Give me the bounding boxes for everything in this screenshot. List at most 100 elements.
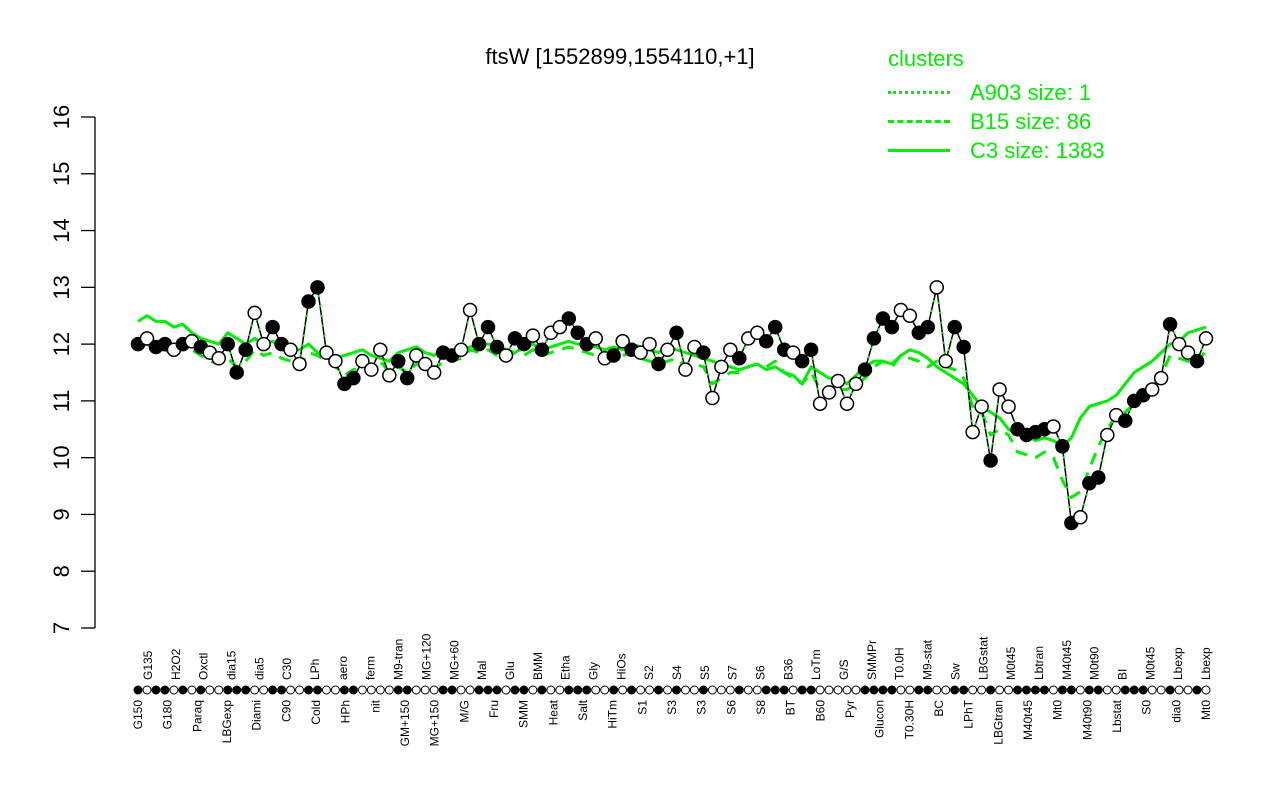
svg-text:C30: C30: [280, 658, 294, 680]
svg-text:MG+120: MG+120: [419, 633, 433, 680]
svg-text:G/S: G/S: [837, 659, 851, 680]
svg-text:M0t45: M0t45: [1143, 646, 1157, 680]
cluster-b15-line: [137, 342, 1208, 499]
svg-text:nit: nit: [368, 699, 382, 712]
svg-text:SMMPr: SMMPr: [865, 640, 879, 680]
svg-text:G150: G150: [131, 700, 145, 730]
svg-text:M9-stat: M9-stat: [921, 639, 935, 680]
svg-text:Pyr: Pyr: [843, 700, 857, 718]
svg-text:Lbexp: Lbexp: [1199, 647, 1213, 680]
svg-text:Heat: Heat: [546, 699, 560, 725]
svg-text:HPh: HPh: [339, 700, 353, 723]
legend-item-b15: B15 size: 86: [888, 107, 1105, 136]
svg-text:Mal: Mal: [475, 661, 489, 680]
svg-text:S1: S1: [635, 700, 649, 715]
svg-text:Cold: Cold: [309, 700, 323, 725]
legend-label: B15 size: 86: [970, 108, 1092, 134]
legend-item-a903: A903 size: 1: [888, 78, 1105, 107]
svg-text:12: 12: [49, 332, 74, 356]
svg-text:LBGstat: LBGstat: [976, 636, 990, 680]
svg-text:LPh: LPh: [308, 659, 322, 680]
svg-text:Oxctl: Oxctl: [197, 653, 211, 680]
svg-text:M40t45: M40t45: [1021, 700, 1035, 740]
svg-text:BT: BT: [784, 699, 798, 715]
svg-text:16: 16: [49, 105, 74, 129]
svg-text:11: 11: [49, 389, 74, 412]
y-axis: 7 8 9 10 11 12 13 14 15 16: [49, 105, 96, 634]
svg-text:C90: C90: [279, 700, 293, 722]
svg-text:dia5: dia5: [252, 657, 266, 680]
svg-text:Lbstat: Lbstat: [1110, 699, 1124, 732]
svg-text:13: 13: [49, 275, 74, 299]
svg-text:Fru: Fru: [487, 700, 501, 718]
svg-text:7: 7: [49, 622, 74, 634]
legend-title: clusters: [888, 46, 964, 71]
legend-item-c3: C3 size: 1383: [888, 136, 1105, 165]
legend-label: A903 size: 1: [970, 79, 1092, 105]
svg-text:15: 15: [49, 162, 74, 186]
svg-text:LBGexp: LBGexp: [220, 700, 234, 744]
svg-text:HiOs: HiOs: [614, 653, 628, 680]
svg-text:MG+150: MG+150: [428, 700, 442, 747]
svg-text:14: 14: [49, 218, 74, 242]
svg-text:S4: S4: [670, 665, 684, 680]
legend-label: C3 size: 1383: [970, 137, 1105, 163]
svg-text:B36: B36: [781, 658, 795, 680]
svg-text:MG+60: MG+60: [447, 640, 461, 680]
svg-text:Etha: Etha: [559, 655, 573, 680]
chart-title: ftsW [1552899,1554110,+1]: [485, 44, 755, 69]
svg-text:T0.0H: T0.0H: [893, 647, 907, 680]
svg-text:Mt0: Mt0: [1051, 700, 1065, 720]
expression-series: [130, 280, 1214, 531]
svg-text:G135: G135: [141, 650, 155, 680]
svg-text:S7: S7: [726, 665, 740, 680]
svg-text:HiTm: HiTm: [606, 700, 620, 729]
svg-text:Gly: Gly: [586, 662, 600, 680]
svg-text:SMM: SMM: [517, 700, 531, 728]
svg-text:S6: S6: [724, 700, 738, 715]
svg-text:B60: B60: [813, 700, 827, 722]
svg-text:S2: S2: [642, 665, 656, 680]
svg-text:M40t90: M40t90: [1080, 700, 1094, 740]
svg-text:LoTm: LoTm: [809, 649, 823, 680]
dotted-line-icon: [888, 91, 950, 94]
legend: clusters A903 size: 1 B15 size: 86 C3 si…: [888, 46, 1105, 165]
x-axis: G135 H2O2 Oxctl dia15 dia5 C30 LPh aero ferm M9-t…: [131, 633, 1213, 746]
solid-line-icon: [888, 149, 950, 152]
svg-text:10: 10: [49, 445, 74, 469]
svg-text:M9-tran: M9-tran: [392, 639, 406, 680]
svg-text:T0.30H: T0.30H: [902, 700, 916, 739]
svg-text:Glu: Glu: [503, 661, 517, 680]
svg-text:M0t90: M0t90: [1088, 646, 1102, 680]
svg-text:aero: aero: [336, 656, 350, 680]
svg-text:Lbtran: Lbtran: [1032, 646, 1046, 680]
svg-text:Mt0: Mt0: [1199, 700, 1213, 720]
svg-text:LPhT: LPhT: [962, 699, 976, 728]
svg-text:M0t45: M0t45: [1004, 646, 1018, 680]
svg-text:dia15: dia15: [225, 650, 239, 680]
svg-text:S5: S5: [698, 665, 712, 680]
svg-text:ferm: ferm: [364, 656, 378, 680]
svg-text:H2O2: H2O2: [169, 648, 183, 680]
svg-text:9: 9: [49, 508, 74, 520]
svg-text:8: 8: [49, 565, 74, 577]
svg-text:BMM: BMM: [531, 652, 545, 680]
svg-text:BI: BI: [1115, 669, 1129, 680]
svg-text:BC: BC: [932, 700, 946, 717]
svg-text:Sw: Sw: [948, 663, 962, 680]
svg-text:Salt: Salt: [576, 699, 590, 720]
svg-text:S3: S3: [695, 700, 709, 715]
svg-text:Lbexp: Lbexp: [1171, 647, 1185, 680]
svg-text:M40t45: M40t45: [1060, 640, 1074, 680]
svg-text:S3: S3: [665, 700, 679, 715]
svg-text:LBGtran: LBGtran: [991, 700, 1005, 745]
svg-text:G180: G180: [161, 700, 175, 730]
svg-text:Diami: Diami: [250, 700, 264, 731]
svg-text:S6: S6: [754, 665, 768, 680]
svg-text:Glucon: Glucon: [873, 700, 887, 738]
svg-text:dia0: dia0: [1169, 700, 1183, 723]
svg-text:M/G: M/G: [457, 700, 471, 723]
dashed-line-icon: [888, 120, 950, 123]
svg-text:S0: S0: [1140, 700, 1154, 715]
